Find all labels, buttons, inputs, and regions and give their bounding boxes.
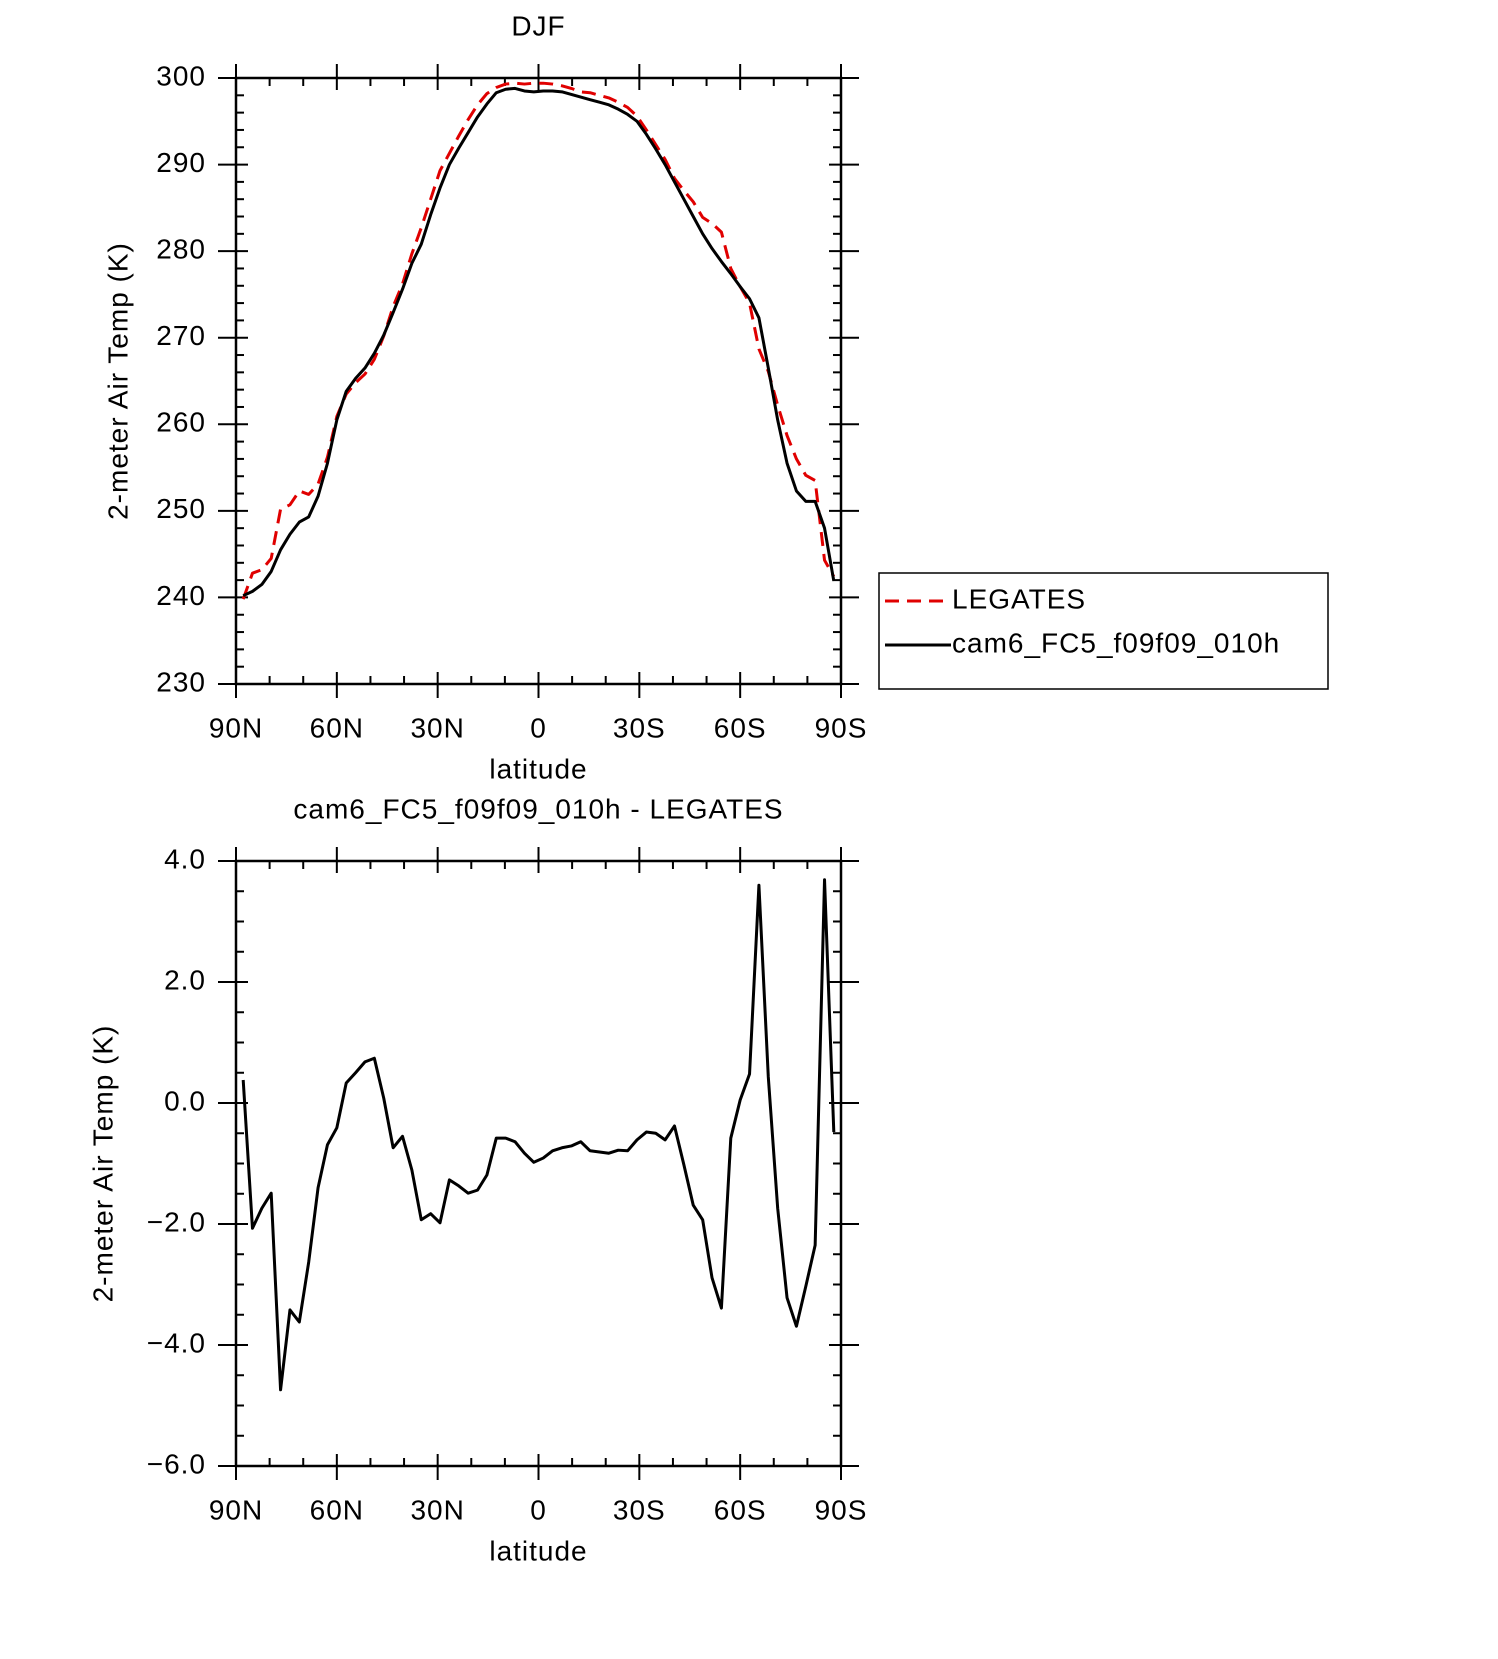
legend-box: [878, 572, 1329, 690]
x-tick-label: 90S: [815, 712, 868, 743]
chart-title: cam6_FC5_f09f09_010h - LEGATES: [293, 793, 783, 824]
plot-frame: [234, 76, 843, 686]
y-tick-label: 300: [156, 60, 206, 91]
x-axis-label: latitude: [489, 753, 587, 784]
y-tick-label: 250: [156, 493, 206, 524]
y-tick-label: 270: [156, 320, 206, 351]
x-tick-label: 90S: [815, 1494, 868, 1525]
y-axis-label: 2-meter Air Temp (K): [87, 1025, 118, 1303]
plot-frame: [234, 859, 843, 1468]
chart-title: DJF: [511, 10, 565, 41]
y-tick-label: 0.0: [164, 1085, 206, 1116]
series-line: [242, 86, 836, 598]
series-line: [241, 81, 836, 600]
x-tick-label: 90N: [209, 1494, 263, 1525]
y-tick-label: 290: [156, 147, 206, 178]
y-tick-label: −2.0: [147, 1206, 206, 1237]
y-axis-label: 2-meter Air Temp (K): [102, 242, 133, 520]
x-tick-label: 0: [530, 712, 547, 743]
x-tick-label: 60S: [714, 712, 767, 743]
y-tick-label: −4.0: [147, 1327, 206, 1358]
legend-label: LEGATES: [952, 583, 1086, 614]
x-tick-label: 0: [530, 1494, 547, 1525]
x-tick-label: 60N: [310, 712, 364, 743]
x-tick-label: 30S: [613, 1494, 666, 1525]
y-tick-label: 2.0: [164, 964, 206, 995]
series-line: [241, 878, 836, 1392]
legend: LEGATES cam6_FC5_f09f09_010h: [878, 572, 1329, 690]
x-tick-label: 30N: [410, 1494, 464, 1525]
y-tick-label: 230: [156, 666, 206, 697]
chart: cam6_FC5_f09f09_010h - LEGATES −6.0 −4.0 −2…: [87, 793, 868, 1566]
y-tick-label: 240: [156, 580, 206, 611]
legend-label: cam6_FC5_f09f09_010h: [952, 627, 1280, 658]
x-axis-label: latitude: [489, 1535, 587, 1566]
x-tick-label: 60S: [714, 1494, 767, 1525]
y-tick-label: 4.0: [164, 843, 206, 874]
y-tick-label: 260: [156, 407, 206, 438]
chart: DJF 230 240 250 260 270 280 290 300 90N 60N 30N 0 30S…: [102, 10, 1329, 784]
x-tick-label: 30S: [613, 712, 666, 743]
y-tick-label: 280: [156, 234, 206, 265]
y-tick-label: −6.0: [147, 1448, 206, 1479]
x-tick-label: 60N: [310, 1494, 364, 1525]
x-tick-label: 90N: [209, 712, 263, 743]
x-tick-label: 30N: [410, 712, 464, 743]
